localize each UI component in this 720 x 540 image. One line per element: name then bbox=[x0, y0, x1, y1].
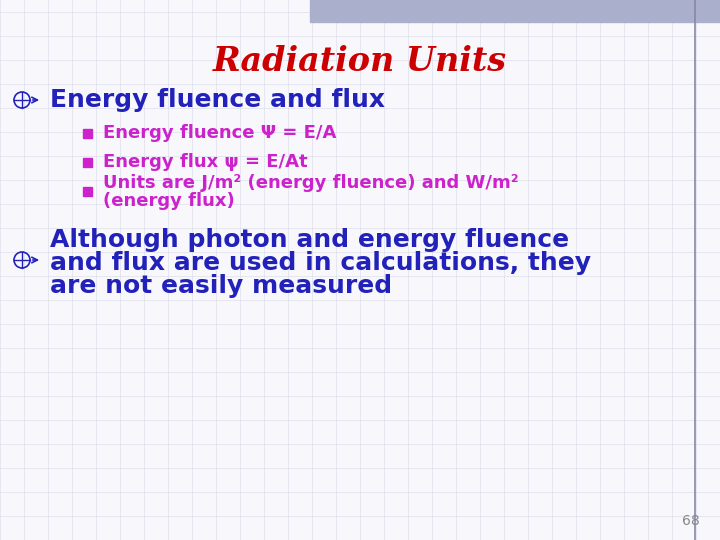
Text: Units are J/m² (energy fluence) and W/m²: Units are J/m² (energy fluence) and W/m² bbox=[103, 174, 518, 192]
Text: Energy flux ψ = E/At: Energy flux ψ = E/At bbox=[103, 153, 307, 171]
Text: Although photon and energy fluence: Although photon and energy fluence bbox=[50, 228, 569, 252]
Bar bbox=[83, 129, 92, 138]
Text: (energy flux): (energy flux) bbox=[103, 192, 235, 210]
Text: Radiation Units: Radiation Units bbox=[213, 45, 507, 78]
Bar bbox=[83, 158, 92, 167]
Text: Energy fluence and flux: Energy fluence and flux bbox=[50, 88, 385, 112]
Text: and flux are used in calculations, they: and flux are used in calculations, they bbox=[50, 251, 591, 275]
Text: are not easily measured: are not easily measured bbox=[50, 274, 392, 298]
Bar bbox=[83, 187, 92, 196]
Text: Energy fluence Ψ = E/A: Energy fluence Ψ = E/A bbox=[103, 124, 336, 142]
Bar bbox=[310, 0, 720, 22]
Text: 68: 68 bbox=[683, 514, 700, 528]
